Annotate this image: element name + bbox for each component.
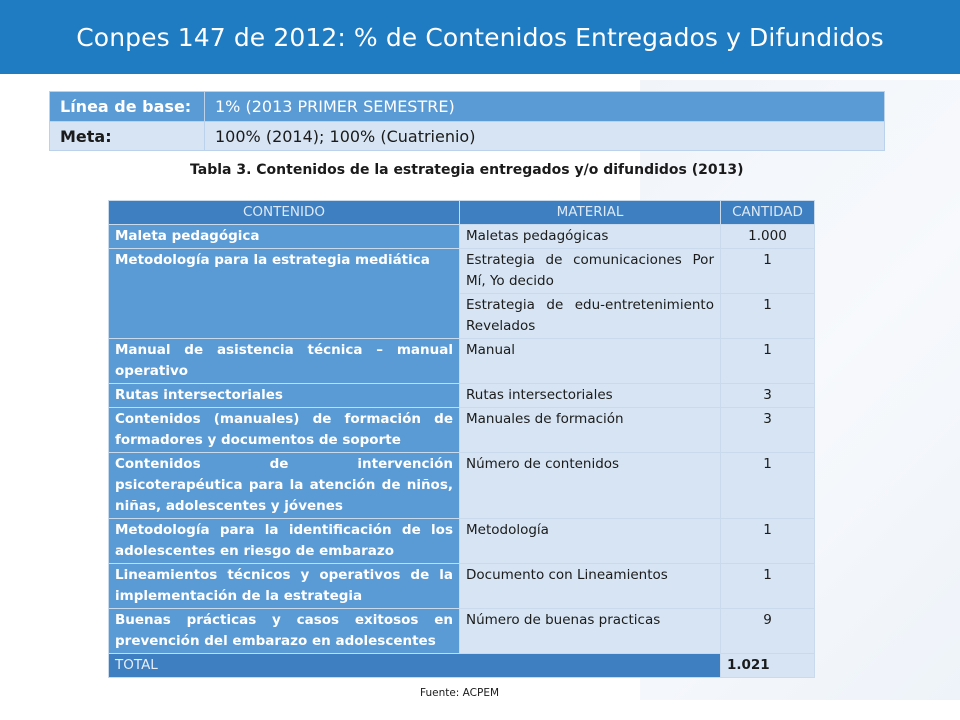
table-row: Lineamientos técnicos y operativos de la… bbox=[108, 563, 815, 609]
header-contenido: CONTENIDO bbox=[108, 200, 460, 225]
total-label: TOTAL bbox=[108, 653, 721, 678]
cell-material: Manual bbox=[459, 338, 721, 384]
cell-contenido: Metodología para la estrategia mediática bbox=[108, 248, 460, 339]
cell-contenido: Contenidos de intervención psicoterapéut… bbox=[108, 452, 460, 519]
goal-label: Meta: bbox=[49, 121, 205, 151]
cell-cantidad: 1 bbox=[720, 452, 815, 519]
cell-cantidad: 1 bbox=[720, 338, 815, 384]
baseline-row: Línea de base: 1% (2013 PRIMER SEMESTRE) bbox=[49, 91, 885, 122]
table-row: Rutas intersectoriales Rutas intersector… bbox=[108, 383, 815, 408]
table-row: Estrategia de edu-entretenimiento Revela… bbox=[109, 293, 815, 339]
cell-contenido: Manual de asistencia técnica – manual op… bbox=[108, 338, 460, 384]
goal-row: Meta: 100% (2014); 100% (Cuatrienio) bbox=[49, 121, 885, 151]
cell-contenido: Buenas prácticas y casos exitosos en pre… bbox=[108, 608, 460, 654]
table-row: Contenidos (manuales) de formación de fo… bbox=[108, 407, 815, 453]
total-row: TOTAL 1.021 bbox=[108, 653, 815, 678]
cell-cantidad: 9 bbox=[720, 608, 815, 654]
cell-material: Estrategia de comunicaciones Por Mí, Yo … bbox=[459, 248, 721, 294]
table-row: Metodología para la identificación de lo… bbox=[108, 518, 815, 564]
source-note: Fuente: ACPEM bbox=[420, 687, 500, 699]
table-caption: Tabla 3. Contenidos de la estrategia ent… bbox=[190, 162, 744, 178]
cell-material: Manuales de formación bbox=[459, 407, 721, 453]
cell-cantidad: 3 bbox=[720, 407, 815, 453]
table-row: Contenidos de intervención psicoterapéut… bbox=[108, 452, 815, 519]
cell-contenido: Lineamientos técnicos y operativos de la… bbox=[108, 563, 460, 609]
table-row: Metodología para la estrategia mediática… bbox=[108, 248, 815, 339]
baseline-label: Línea de base: bbox=[49, 91, 205, 122]
table-row: Maleta pedagógica Maletas pedagógicas 1.… bbox=[108, 224, 815, 249]
table-header-row: CONTENIDO MATERIAL CANTIDAD bbox=[108, 200, 815, 225]
total-value: 1.021 bbox=[720, 653, 815, 678]
goal-value: 100% (2014); 100% (Cuatrienio) bbox=[204, 121, 885, 151]
cell-material: Estrategia de edu-entretenimiento Revela… bbox=[459, 293, 721, 339]
table-row: Manual de asistencia técnica – manual op… bbox=[108, 338, 815, 384]
cell-cantidad: 3 bbox=[720, 383, 815, 408]
baseline-table: Línea de base: 1% (2013 PRIMER SEMESTRE)… bbox=[49, 91, 885, 151]
cell-cantidad: 1 bbox=[720, 563, 815, 609]
cell-contenido: Metodología para la identificación de lo… bbox=[108, 518, 460, 564]
cell-material: Maletas pedagógicas bbox=[459, 224, 721, 249]
baseline-value: 1% (2013 PRIMER SEMESTRE) bbox=[204, 91, 885, 122]
cell-contenido: Maleta pedagógica bbox=[108, 224, 460, 249]
header-material: MATERIAL bbox=[459, 200, 721, 225]
cell-material: Rutas intersectoriales bbox=[459, 383, 721, 408]
cell-material: Metodología bbox=[459, 518, 721, 564]
cell-cantidad: 1.000 bbox=[720, 224, 815, 249]
cell-contenido: Rutas intersectoriales bbox=[108, 383, 460, 408]
table-row: Buenas prácticas y casos exitosos en pre… bbox=[108, 608, 815, 654]
contents-table: CONTENIDO MATERIAL CANTIDAD Maleta pedag… bbox=[108, 200, 815, 678]
cell-cantidad: 1 bbox=[720, 248, 815, 294]
cell-material: Número de buenas practicas bbox=[459, 608, 721, 654]
cell-contenido: Contenidos (manuales) de formación de fo… bbox=[108, 407, 460, 453]
cell-material: Número de contenidos bbox=[459, 452, 721, 519]
slide-title: Conpes 147 de 2012: % de Contenidos Entr… bbox=[0, 0, 960, 74]
cell-cantidad: 1 bbox=[720, 293, 815, 339]
cell-cantidad: 1 bbox=[720, 518, 815, 564]
header-cantidad: CANTIDAD bbox=[720, 200, 815, 225]
cell-material: Documento con Lineamientos bbox=[459, 563, 721, 609]
